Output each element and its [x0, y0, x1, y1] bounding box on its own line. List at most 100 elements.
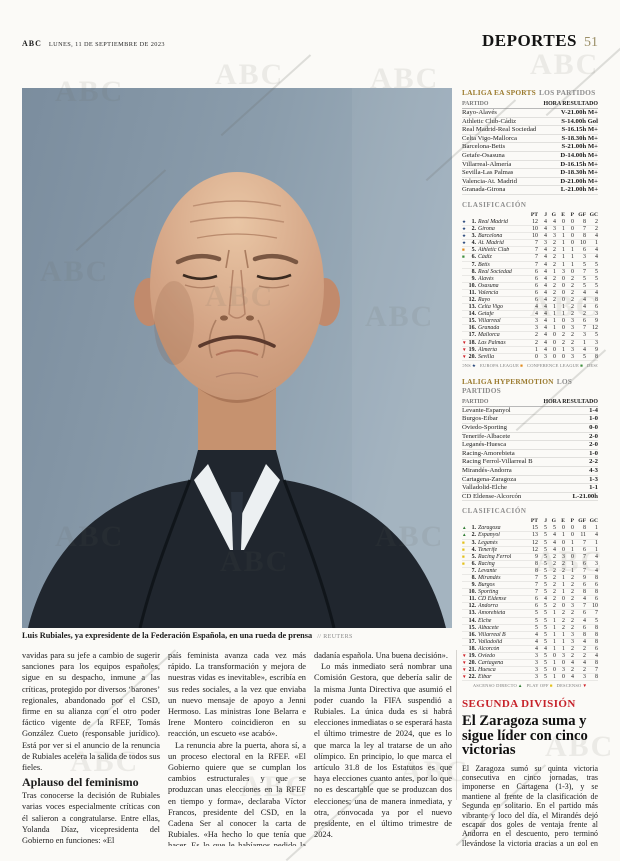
standings-j: 5 [544, 667, 547, 674]
article-paragraph: Lo más inmediato será nombrar una Comisi… [314, 662, 452, 840]
standings-gc: 5 [595, 617, 598, 624]
standings-g: 3 [553, 226, 556, 233]
fixture-row: Celta Vigo-Mallorca S-18.30h M+ [462, 135, 598, 144]
standings-position: 9. [471, 582, 476, 589]
standings-p: 4 [571, 660, 574, 667]
fixtures-header-match: PARTIDO [462, 398, 489, 405]
standings-e: 0 [562, 353, 565, 360]
standings-g: 4 [553, 218, 556, 225]
fixture-teams: Valladolid-Elche [462, 484, 507, 492]
fixture-teams: Racing Ferrol-Villarreal B [462, 458, 533, 466]
standings-pt: 12 [532, 546, 538, 553]
standings-team: Girona [478, 226, 495, 233]
standings-position: 15. [468, 318, 476, 325]
standings-j: 5 [544, 553, 547, 560]
standings-g: 1 [553, 631, 556, 638]
col-e: E [561, 518, 565, 525]
standings-team: At. Madrid [478, 240, 504, 247]
fixture-row: Racing Ferrol-Villarreal B 2-2 [462, 458, 598, 467]
qualification-marker: ★ [462, 240, 467, 246]
standings-pt: 6 [535, 289, 538, 296]
standings-row: 17. Valladolid 4 5 1 1 3 4 8 [462, 639, 598, 646]
standings-header: PT J G E P GF GC [462, 518, 598, 525]
standings-gc: 10 [592, 603, 598, 610]
qualification-marker: ■ [462, 546, 465, 552]
legend-item: CHAMPIONS★ [462, 362, 477, 368]
standings-position: 8. [471, 268, 476, 275]
standings-row: 16. Granada 3 4 1 0 3 7 12 [462, 325, 598, 333]
standings-row: ■ 6. Racing 8 5 2 2 1 6 3 [462, 561, 598, 568]
standings-p: 0 [571, 553, 574, 560]
article-column-1: vavidas para su jefe a cambio de sugerir… [22, 650, 160, 846]
standings-gc: 1 [595, 240, 598, 247]
standings-position: 7. [471, 567, 476, 574]
page-number: 51 [584, 35, 598, 50]
standings-pt: 12 [532, 218, 538, 225]
standings-pt: 10 [532, 226, 538, 233]
standings-gf: 2 [583, 653, 586, 660]
standings-position: 13. [468, 610, 476, 617]
legend-item: PLAY OFF■ [526, 683, 553, 689]
fixture-result: S-18.30h M+ [561, 134, 598, 142]
standings-j: 4 [544, 282, 547, 289]
standings-p: 3 [571, 353, 574, 360]
standings-row: ★ 1. Real Madrid 12 4 4 0 0 8 2 [462, 218, 598, 227]
fixture-teams: Mirandés-Andorra [462, 466, 512, 474]
standings-g: 0 [553, 353, 556, 360]
standings-position: 7. [471, 261, 476, 268]
fixture-result: S-14.00h Gol [561, 117, 598, 125]
standings-gf: 4 [583, 289, 586, 296]
fixture-result: 1-0 [589, 415, 598, 423]
standings-j: 5 [544, 560, 547, 567]
laliga-standings: PT J G E P GF GC ★ 1. Real Madrid 12 4 4… [462, 212, 598, 361]
standings-e: 0 [562, 596, 565, 603]
article-paragraph: país feminista avanza cada vez más rápid… [168, 651, 306, 739]
qualification-marker: ■ [462, 539, 465, 545]
standings-gc: 4 [595, 289, 598, 296]
standings-row: 18. Alcorcón 4 4 1 1 2 2 6 [462, 646, 598, 654]
standings-gc: 8 [595, 353, 598, 360]
standings-p: 1 [571, 261, 574, 268]
edition-date: LUNES, 11 DE SEPTIEMBRE DE 2023 [48, 41, 165, 48]
standings-row: ■ 3. Leganés 12 5 4 0 1 7 1 [462, 540, 598, 547]
standings-team: Getafe [478, 311, 494, 318]
legend-item: CONFERENCE LEAGUE■ [527, 362, 583, 368]
fixture-result: D-21.00h M+ [560, 177, 598, 185]
standings-position: 11. [468, 596, 476, 603]
standings-e: 0 [562, 539, 565, 546]
standings-gf: 4 [583, 638, 586, 645]
fixture-result: 2-2 [589, 458, 598, 466]
standings-gf: 8 [583, 525, 586, 532]
hypermotion-legend: ASCENSO DIRECTO▲ PLAY OFF■ DESCENSO▼ [462, 683, 598, 689]
standings-p: 3 [571, 325, 574, 332]
standings-g: 2 [553, 582, 556, 589]
standings-team: Granada [478, 325, 500, 332]
standings-team: Betis [478, 261, 490, 268]
hypermotion-standings-title: CLASIFICACIÓN [462, 507, 527, 516]
qualification-marker: ▼ [462, 674, 467, 680]
standings-j: 5 [544, 674, 547, 681]
standings-e: 0 [562, 318, 565, 325]
fixture-teams: Getafe-Osasuna [462, 151, 505, 159]
fixture-row: Cartagena-Zaragoza 1-3 [462, 476, 598, 485]
photo-credit: // REUTERS [317, 634, 353, 640]
standings-gf: 6 [583, 610, 586, 617]
standings-pt: 7 [535, 582, 538, 589]
standings-e: 0 [562, 275, 565, 282]
standings-team: Cartagena [478, 660, 504, 667]
standings-pt: 4 [535, 311, 538, 318]
standings-pt: 1 [535, 346, 538, 353]
standings-team: Levante [478, 567, 497, 574]
standings-gf: 1 [583, 339, 586, 346]
standings-p: 2 [571, 596, 574, 603]
standings-row: ▼ 22. Eibar 3 5 1 0 4 3 8 [462, 674, 598, 682]
caption-text: Luis Rubiales, ya expresidente de la Fed… [22, 631, 313, 640]
qualification-marker: ▼ [462, 339, 467, 345]
standings-gc: 8 [595, 660, 598, 667]
hypermotion-subtitle: LOS PARTIDOS [462, 376, 573, 395]
fixture-row: Burgos-Eibar 1-0 [462, 415, 598, 424]
standings-j: 5 [544, 525, 547, 532]
standings-gf: 6 [583, 624, 586, 631]
standings-j: 4 [544, 275, 547, 282]
standings-gc: 12 [592, 325, 598, 332]
